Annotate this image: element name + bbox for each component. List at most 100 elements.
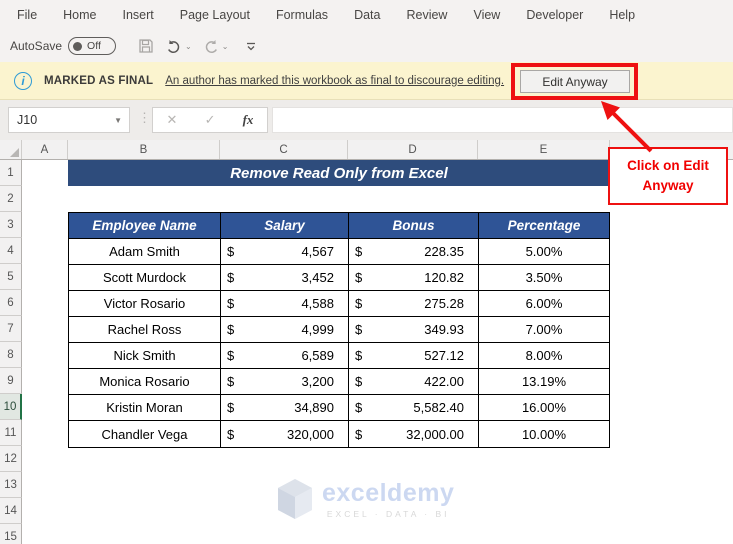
cell-salary[interactable]: $ 4,588: [221, 291, 349, 317]
cell-percentage[interactable]: 16.00%: [479, 395, 609, 421]
cell-bonus[interactable]: $ 32,000.00: [349, 421, 479, 447]
table-header-row: Employee Name Salary Bonus Percentage: [69, 213, 609, 239]
row-header-cell[interactable]: 3: [0, 212, 22, 238]
save-icon[interactable]: [137, 37, 155, 55]
row-header-cell[interactable]: 10: [0, 394, 22, 420]
cell-percentage[interactable]: 3.50%: [479, 265, 609, 291]
annotation-callout: Click on Edit Anyway: [608, 147, 728, 205]
formula-input[interactable]: [272, 107, 733, 133]
table-header-salary[interactable]: Salary: [221, 213, 349, 239]
cell-salary[interactable]: $ 4,999: [221, 317, 349, 343]
row-header-cell[interactable]: 1: [0, 160, 22, 186]
column-header[interactable]: A: [22, 140, 68, 159]
watermark-text: exceldemy EXCEL · DATA · BI: [322, 479, 454, 519]
cell-bonus[interactable]: $ 275.28: [349, 291, 479, 317]
cell-bonus[interactable]: $ 120.82: [349, 265, 479, 291]
row-header-cell[interactable]: 11: [0, 420, 22, 446]
select-all-triangle-icon: [10, 148, 19, 157]
cell-percentage[interactable]: 8.00%: [479, 343, 609, 369]
row-header-cell[interactable]: 6: [0, 290, 22, 316]
column-header[interactable]: C: [220, 140, 348, 159]
autosave-label: AutoSave: [10, 39, 63, 53]
cell-employee-name[interactable]: Rachel Ross: [69, 317, 221, 343]
name-box-dropdown-icon[interactable]: ▼: [114, 115, 122, 125]
cell-employee-name[interactable]: Monica Rosario: [69, 369, 221, 395]
bonus-value: 228.35: [424, 244, 464, 259]
table-header-bonus[interactable]: Bonus: [349, 213, 479, 239]
undo-dropdown-icon[interactable]: ⌄: [185, 41, 192, 51]
worksheet-title-cell[interactable]: Remove Read Only from Excel: [68, 160, 610, 186]
salary-value: 34,890: [294, 400, 334, 415]
exceldemy-watermark: exceldemy EXCEL · DATA · BI: [276, 478, 454, 520]
ribbon-tab[interactable]: Insert: [122, 8, 154, 22]
table-row: Scott Murdock $ 3,452 $ 120.82 3.50%: [69, 265, 609, 291]
row-header-cell[interactable]: 2: [0, 186, 22, 212]
row-header-cell[interactable]: 8: [0, 342, 22, 368]
table-header-percentage[interactable]: Percentage: [479, 213, 609, 239]
cell-percentage[interactable]: 7.00%: [479, 317, 609, 343]
cell-bonus[interactable]: $ 349.93: [349, 317, 479, 343]
cell-bonus[interactable]: $ 527.12: [349, 343, 479, 369]
cell-employee-name[interactable]: Chandler Vega: [69, 421, 221, 447]
cell-percentage[interactable]: 13.19%: [479, 369, 609, 395]
cell-salary[interactable]: $ 3,452: [221, 265, 349, 291]
name-box[interactable]: J10 ▼: [8, 107, 130, 133]
enter-icon[interactable]: ✓: [204, 112, 216, 127]
ribbon-tab[interactable]: Data: [354, 8, 381, 22]
ribbon-tab[interactable]: Review: [406, 8, 448, 22]
edit-anyway-button[interactable]: Edit Anyway: [520, 70, 630, 93]
cell-percentage[interactable]: 5.00%: [479, 239, 609, 265]
select-all-corner[interactable]: [0, 140, 22, 159]
cell-salary[interactable]: $ 34,890: [221, 395, 349, 421]
row-header-cell[interactable]: 5: [0, 264, 22, 290]
redo-icon[interactable]: ⌄: [202, 37, 229, 55]
cell-salary[interactable]: $ 4,567: [221, 239, 349, 265]
ribbon-tab[interactable]: Developer: [526, 8, 584, 22]
cell-bonus[interactable]: $ 422.00: [349, 369, 479, 395]
cell-salary[interactable]: $ 320,000: [221, 421, 349, 447]
cell-employee-name[interactable]: Kristin Moran: [69, 395, 221, 421]
ribbon-tab[interactable]: Help: [609, 8, 636, 22]
undo-icon[interactable]: ⌄: [165, 37, 192, 55]
ribbon-tab[interactable]: View: [473, 8, 501, 22]
cell-percentage[interactable]: 10.00%: [521, 426, 567, 442]
spreadsheet-grid: A B C D E 1 2 3 4 5 6 7 8: [0, 140, 733, 544]
cell-salary[interactable]: $ 3,200: [221, 369, 349, 395]
cell-employee-name[interactable]: Victor Rosario: [69, 291, 221, 317]
customize-toolbar-icon[interactable]: [245, 40, 257, 52]
ribbon-tab[interactable]: Formulas: [275, 8, 329, 22]
redo-dropdown-icon[interactable]: ⌄: [221, 41, 229, 51]
currency-symbol: $: [227, 270, 235, 285]
banner-message-link[interactable]: An author has marked this workbook as fi…: [165, 74, 505, 87]
row-header-cell[interactable]: 15: [0, 524, 22, 544]
autosave-toggle[interactable]: Off: [68, 37, 117, 55]
row-header-cell[interactable]: 9: [0, 368, 22, 394]
insert-function-icon[interactable]: fx: [242, 112, 254, 127]
banner-title: MARKED AS FINAL: [44, 74, 154, 87]
cell-employee-name[interactable]: Nick Smith: [69, 343, 221, 369]
cancel-icon[interactable]: ✕: [166, 112, 178, 127]
table-row: Victor Rosario $ 4,588 $ 275.28 6.00%: [69, 291, 609, 317]
column-header[interactable]: E: [478, 140, 610, 159]
row-header-cell[interactable]: 13: [0, 472, 22, 498]
cell-percentage[interactable]: 6.00%: [479, 291, 609, 317]
cell-bonus[interactable]: $ 228.35: [349, 239, 479, 265]
currency-symbol: $: [227, 400, 235, 415]
watermark-brand: exceldemy: [322, 479, 455, 507]
table-header-employee-name[interactable]: Employee Name: [69, 213, 221, 239]
column-header[interactable]: B: [68, 140, 220, 159]
cell-bonus[interactable]: $ 5,582.40: [349, 395, 479, 421]
cell-salary[interactable]: $ 6,589: [221, 343, 349, 369]
row-header-cell[interactable]: 4: [0, 238, 22, 264]
currency-symbol: $: [355, 374, 363, 389]
row-header-cell[interactable]: 7: [0, 316, 22, 342]
row-headers: 1 2 3 4 5 6 7 8 9 10 11 12: [0, 160, 22, 544]
column-header[interactable]: D: [348, 140, 478, 159]
cell-employee-name[interactable]: Scott Murdock: [69, 265, 221, 291]
ribbon-tab[interactable]: Home: [63, 8, 97, 22]
row-header-cell[interactable]: 14: [0, 498, 22, 524]
cell-employee-name[interactable]: Adam Smith: [69, 239, 221, 265]
row-header-cell[interactable]: 12: [0, 446, 22, 472]
ribbon-tab[interactable]: File: [17, 8, 38, 22]
ribbon-tab[interactable]: Page Layout: [179, 8, 250, 22]
